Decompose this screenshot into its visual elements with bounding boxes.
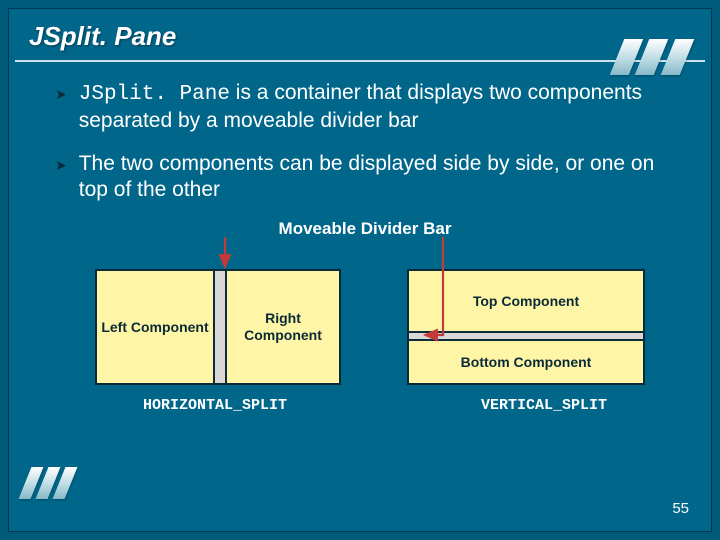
top-component-label: Top Component — [473, 293, 579, 310]
vertical-divider-bar — [409, 333, 643, 341]
page-title: JSplit. Pane — [29, 21, 691, 52]
bullet-arrow-icon: ➤ — [55, 86, 67, 103]
bottom-component-panel: Bottom Component — [409, 341, 643, 383]
slide-frame: JSplit. Pane ➤ JSplit. Pane is a contain… — [8, 8, 712, 532]
bullet-text: JSplit. Pane is a container that display… — [79, 80, 675, 135]
bullet-item: ➤ JSplit. Pane is a container that displ… — [55, 80, 675, 135]
bottom-component-label: Bottom Component — [461, 354, 592, 371]
left-component-panel: Left Component — [97, 271, 215, 383]
right-component-label: Right Component — [227, 310, 339, 344]
top-component-panel: Top Component — [409, 271, 643, 333]
horizontal-caption: HORIZONTAL_SPLIT — [143, 397, 287, 414]
divider-bar-label: Moveable Divider Bar — [55, 219, 675, 239]
diagram-area: Moveable Divider Bar Left Component Righ… — [55, 219, 675, 459]
title-bar: JSplit. Pane — [15, 15, 705, 58]
page-number: 55 — [672, 500, 689, 517]
corner-stripes-icon — [617, 39, 687, 75]
horizontal-split-diagram: Left Component Right Component — [95, 269, 341, 385]
content-area: ➤ JSplit. Pane is a container that displ… — [15, 62, 705, 459]
right-component-panel: Right Component — [227, 271, 339, 383]
bullet-arrow-icon: ➤ — [55, 157, 67, 174]
vertical-caption: VERTICAL_SPLIT — [481, 397, 607, 414]
bullet-text: The two components can be displayed side… — [79, 151, 675, 204]
vertical-split-diagram: Top Component Bottom Component — [407, 269, 645, 385]
horizontal-divider-bar — [215, 271, 227, 383]
bullet-item: ➤ The two components can be displayed si… — [55, 151, 675, 204]
left-component-label: Left Component — [101, 319, 208, 336]
bottom-stripes-icon — [25, 467, 71, 499]
code-span: JSplit. Pane — [79, 83, 230, 106]
slide-inner: JSplit. Pane ➤ JSplit. Pane is a contain… — [15, 15, 705, 525]
